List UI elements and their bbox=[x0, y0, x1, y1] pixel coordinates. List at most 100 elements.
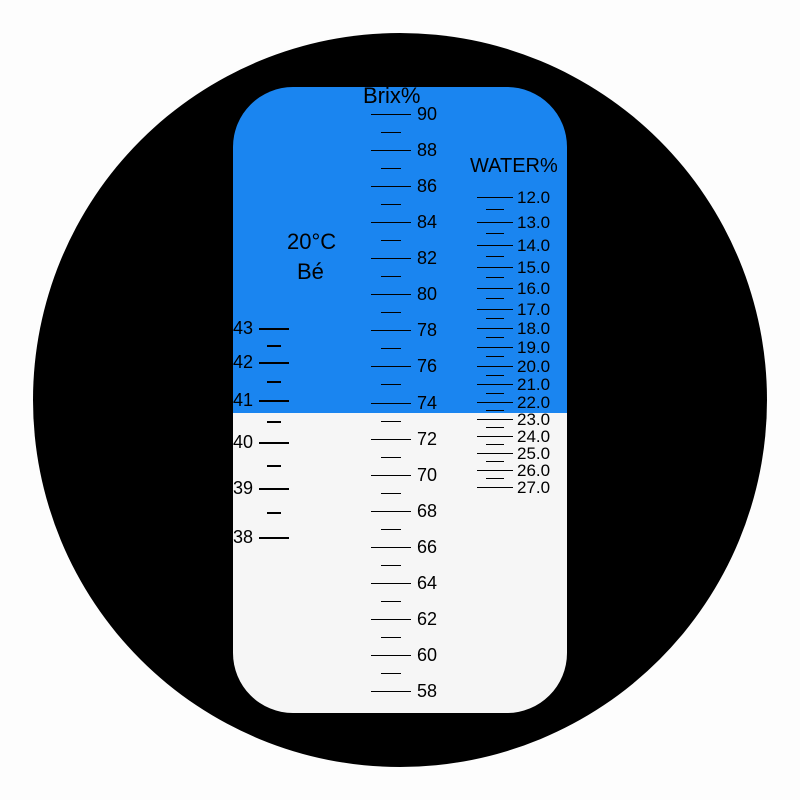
water-tick bbox=[477, 384, 513, 385]
water-tick bbox=[486, 298, 504, 299]
brix-tick-label: 66 bbox=[417, 537, 437, 558]
water-tick-label: 16.0 bbox=[517, 279, 550, 299]
brix-tick-label: 78 bbox=[417, 320, 437, 341]
be-tick-label: 38 bbox=[233, 527, 253, 548]
water-tick bbox=[486, 356, 504, 357]
be-tick bbox=[259, 488, 289, 490]
water-tick bbox=[477, 328, 513, 329]
brix-tick-label: 74 bbox=[417, 393, 437, 414]
be-tick bbox=[259, 400, 289, 402]
brix-tick-label: 68 bbox=[417, 501, 437, 522]
water-tick bbox=[486, 256, 504, 257]
water-tick-label: 18.0 bbox=[517, 319, 550, 339]
brix-tick bbox=[371, 294, 411, 295]
brix-tick bbox=[371, 655, 411, 656]
be-tick-label: 39 bbox=[233, 478, 253, 499]
water-tick bbox=[477, 487, 513, 488]
brix-tick-label: 58 bbox=[417, 681, 437, 702]
brix-tick bbox=[371, 186, 411, 187]
water-tick bbox=[486, 277, 504, 278]
brix-tick bbox=[371, 222, 411, 223]
brix-tick bbox=[381, 204, 401, 205]
brix-tick bbox=[371, 547, 411, 548]
water-tick bbox=[477, 419, 513, 420]
water-tick bbox=[486, 393, 504, 394]
brix-tick bbox=[381, 529, 401, 530]
brix-tick-label: 76 bbox=[417, 356, 437, 377]
brix-tick-label: 86 bbox=[417, 176, 437, 197]
brix-tick bbox=[371, 691, 411, 692]
be-tick bbox=[259, 362, 289, 364]
water-tick bbox=[486, 209, 504, 210]
brix-tick bbox=[381, 457, 401, 458]
be-tick bbox=[267, 381, 281, 383]
be-tick-label: 41 bbox=[233, 390, 253, 411]
brix-tick bbox=[371, 403, 411, 404]
water-tick bbox=[486, 444, 504, 445]
brix-tick bbox=[381, 276, 401, 277]
scale-window: 20°CBé434241403938Brix%90888684828078767… bbox=[233, 87, 567, 713]
water-tick bbox=[486, 337, 504, 338]
water-tick-label: 17.0 bbox=[517, 300, 550, 320]
brix-tick bbox=[381, 168, 401, 169]
brix-tick-label: 64 bbox=[417, 573, 437, 594]
brix-tick bbox=[381, 637, 401, 638]
water-tick bbox=[486, 478, 504, 479]
brix-tick bbox=[371, 114, 411, 115]
water-tick-label: 19.0 bbox=[517, 338, 550, 358]
brix-tick-label: 88 bbox=[417, 140, 437, 161]
eyepiece-circle: 20°CBé434241403938Brix%90888684828078767… bbox=[33, 33, 767, 767]
brix-tick bbox=[371, 330, 411, 331]
water-tick-label: 20.0 bbox=[517, 357, 550, 377]
brix-tick bbox=[381, 601, 401, 602]
brix-tick bbox=[381, 421, 401, 422]
brix-tick-label: 72 bbox=[417, 429, 437, 450]
be-tick-label: 43 bbox=[233, 318, 253, 339]
brix-tick bbox=[381, 384, 401, 385]
brix-tick bbox=[381, 348, 401, 349]
brix-tick bbox=[371, 258, 411, 259]
water-tick-label: 13.0 bbox=[517, 213, 550, 233]
water-tick bbox=[477, 470, 513, 471]
brix-tick bbox=[381, 673, 401, 674]
brix-tick bbox=[371, 439, 411, 440]
water-tick bbox=[477, 453, 513, 454]
brix-title: Brix% bbox=[363, 87, 420, 109]
water-tick-label: 27.0 bbox=[517, 478, 550, 498]
water-tick-label: 12.0 bbox=[517, 188, 550, 208]
be-tick bbox=[267, 421, 281, 423]
water-tick bbox=[477, 245, 513, 246]
water-tick bbox=[477, 267, 513, 268]
brix-tick bbox=[371, 583, 411, 584]
brix-tick bbox=[371, 150, 411, 151]
be-tick-label: 42 bbox=[233, 352, 253, 373]
water-tick bbox=[477, 366, 513, 367]
be-tick bbox=[267, 465, 281, 467]
water-tick-label: 21.0 bbox=[517, 375, 550, 395]
be-tick bbox=[267, 512, 281, 514]
be-tick bbox=[259, 328, 289, 330]
brix-tick bbox=[381, 493, 401, 494]
water-tick bbox=[477, 309, 513, 310]
be-tick bbox=[259, 537, 289, 539]
brix-tick-label: 70 bbox=[417, 465, 437, 486]
water-tick bbox=[477, 347, 513, 348]
brix-tick bbox=[371, 475, 411, 476]
brix-tick bbox=[371, 511, 411, 512]
brix-tick-label: 84 bbox=[417, 212, 437, 233]
brix-tick bbox=[381, 565, 401, 566]
water-tick bbox=[477, 436, 513, 437]
brix-tick bbox=[371, 619, 411, 620]
water-tick bbox=[477, 222, 513, 223]
water-title: WATER% bbox=[470, 155, 558, 178]
water-tick-label: 14.0 bbox=[517, 236, 550, 256]
brix-tick-label: 62 bbox=[417, 609, 437, 630]
be-title-temp: 20°C bbox=[287, 229, 336, 255]
water-tick bbox=[477, 197, 513, 198]
be-tick bbox=[267, 345, 281, 347]
be-title-unit: Bé bbox=[297, 259, 324, 285]
brix-tick bbox=[381, 240, 401, 241]
water-tick bbox=[486, 461, 504, 462]
water-tick bbox=[477, 288, 513, 289]
brix-tick bbox=[381, 312, 401, 313]
